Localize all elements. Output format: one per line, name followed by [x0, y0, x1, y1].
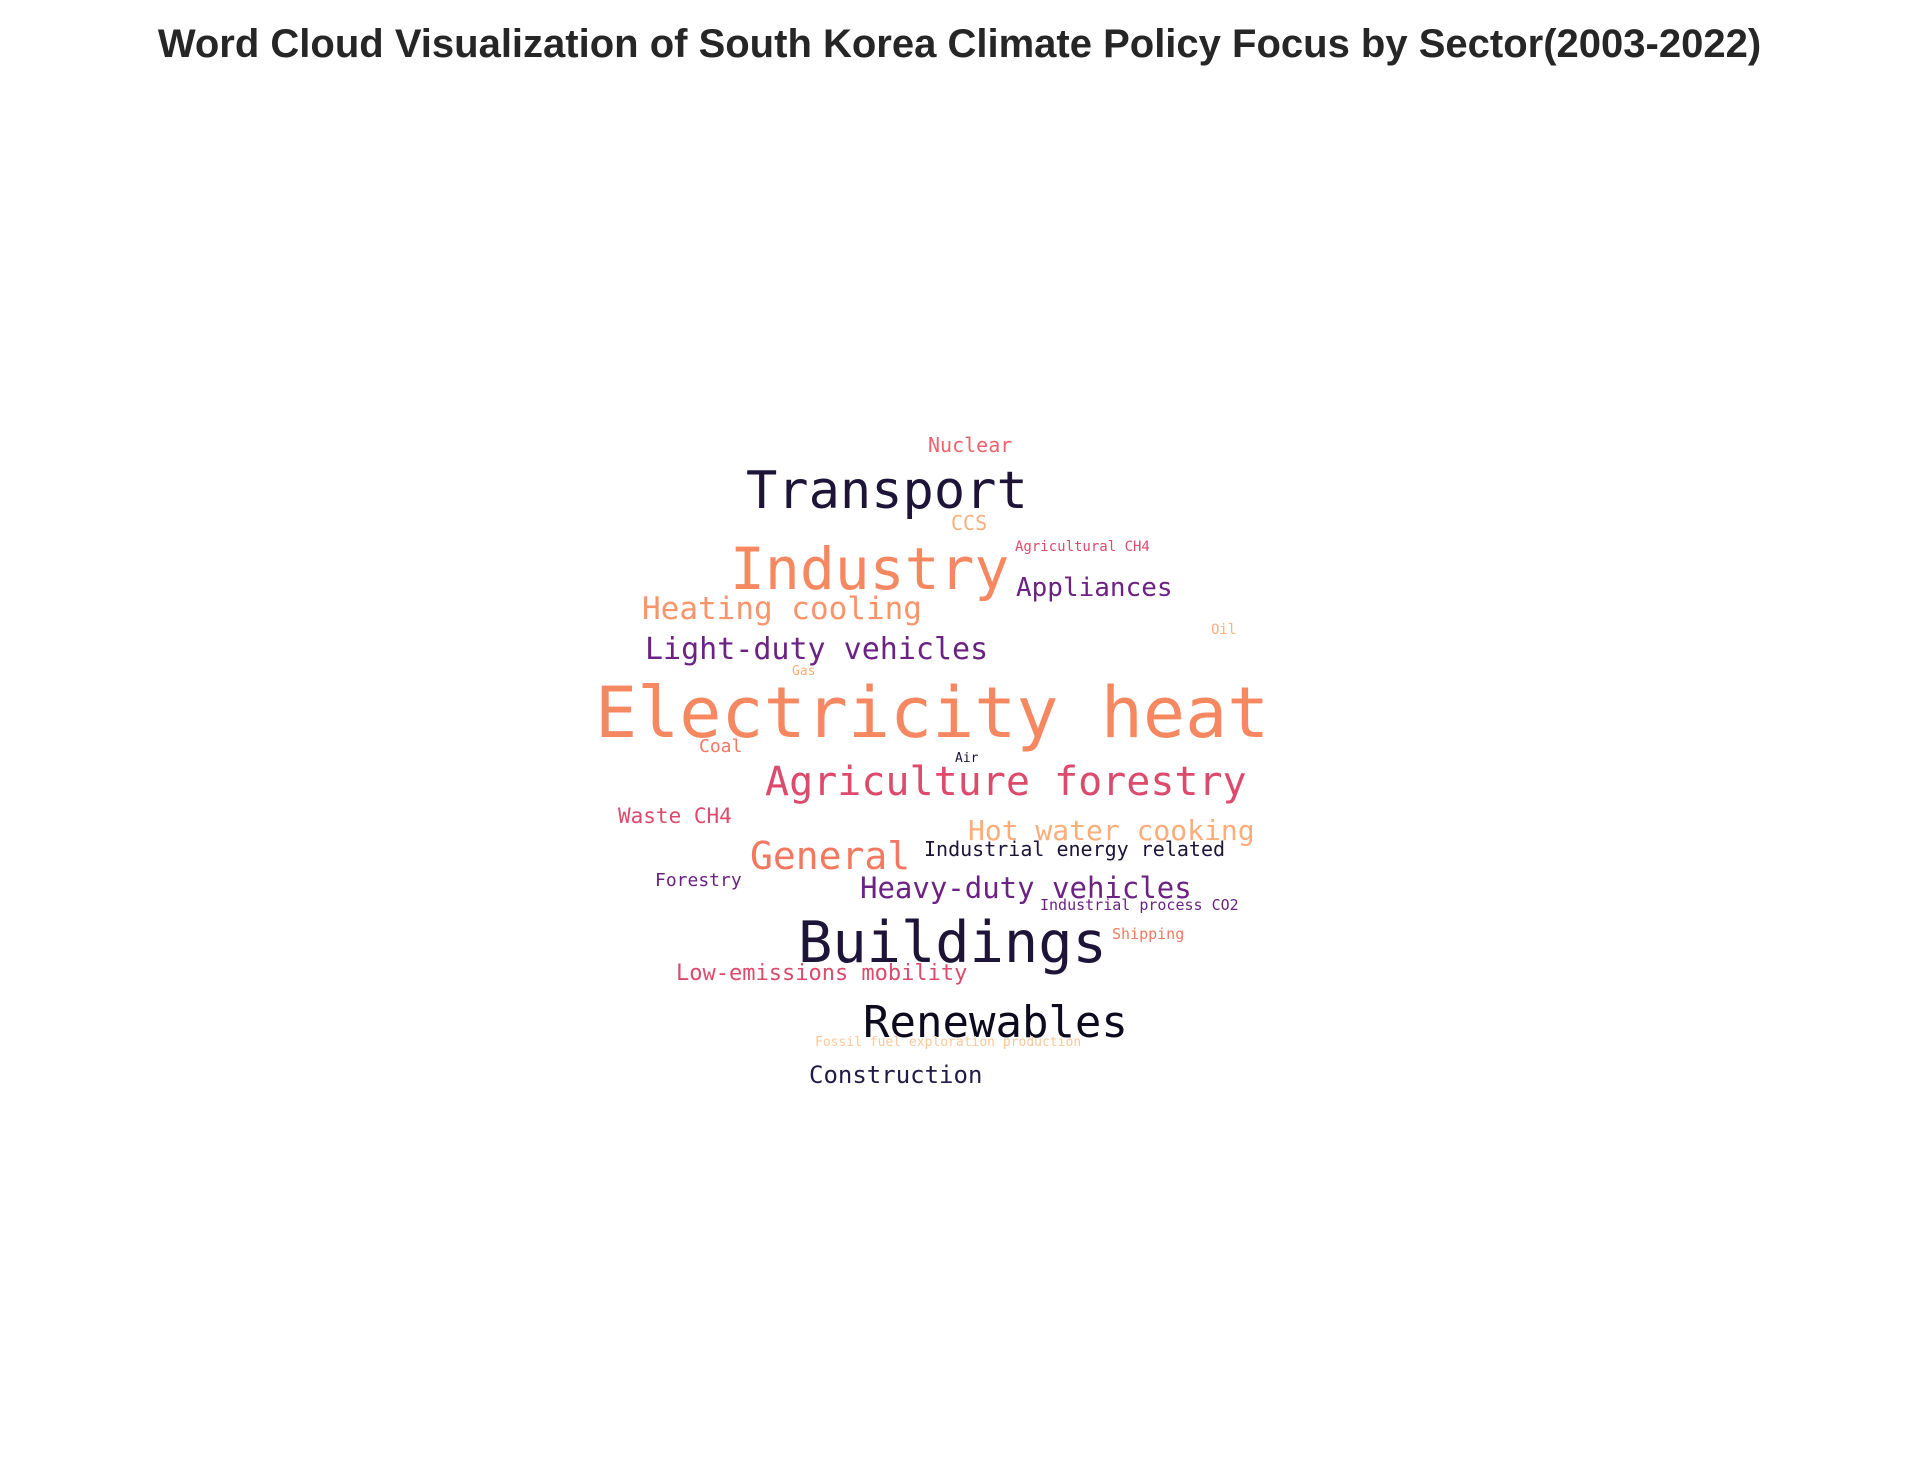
- word-heating-cooling: Heating cooling: [642, 591, 922, 627]
- word-oil: Oil: [1211, 622, 1236, 638]
- word-industrial-process-co2: Industrial process CO2: [1040, 896, 1239, 914]
- word-coal: Coal: [699, 736, 742, 757]
- word-forestry: Forestry: [655, 870, 742, 891]
- word-light-duty-vehicles: Light-duty vehicles: [645, 632, 988, 667]
- word-general: General: [750, 834, 910, 878]
- word-ccs: CCS: [951, 511, 987, 535]
- word-buildings: Buildings: [798, 910, 1107, 976]
- word-industrial-energy-related: Industrial energy related: [924, 837, 1225, 861]
- word-cloud-words: Electricity heat Buildings Industry Transpo…: [595, 433, 1269, 1089]
- word-gas: Gas: [792, 664, 815, 679]
- word-air: Air: [955, 751, 979, 766]
- word-industry: Industry: [730, 535, 1009, 603]
- word-transport: Transport: [746, 461, 1028, 521]
- word-appliances: Appliances: [1016, 573, 1173, 603]
- word-heavy-duty-vehicles: Heavy-duty vehicles: [860, 871, 1192, 905]
- word-shipping: Shipping: [1112, 925, 1184, 943]
- word-construction: Construction: [809, 1061, 982, 1089]
- word-agricultural-ch4: Agricultural CH4: [1015, 539, 1150, 555]
- word-waste-ch4: Waste CH4: [618, 804, 732, 828]
- word-nuclear: Nuclear: [928, 433, 1012, 457]
- word-low-emissions-mobility: Low-emissions mobility: [676, 961, 967, 986]
- word-renewables: Renewables: [863, 997, 1128, 1048]
- word-agriculture-forestry: Agriculture forestry: [765, 759, 1247, 805]
- word-fossil-fuel-exploration-production: Fossil fuel exploration production: [815, 1035, 1081, 1050]
- chart-title: Word Cloud Visualization of South Korea …: [157, 22, 1762, 66]
- word-electricity-heat: Electricity heat: [595, 672, 1269, 754]
- word-hot-water-cooking: Hot water cooking: [968, 814, 1255, 847]
